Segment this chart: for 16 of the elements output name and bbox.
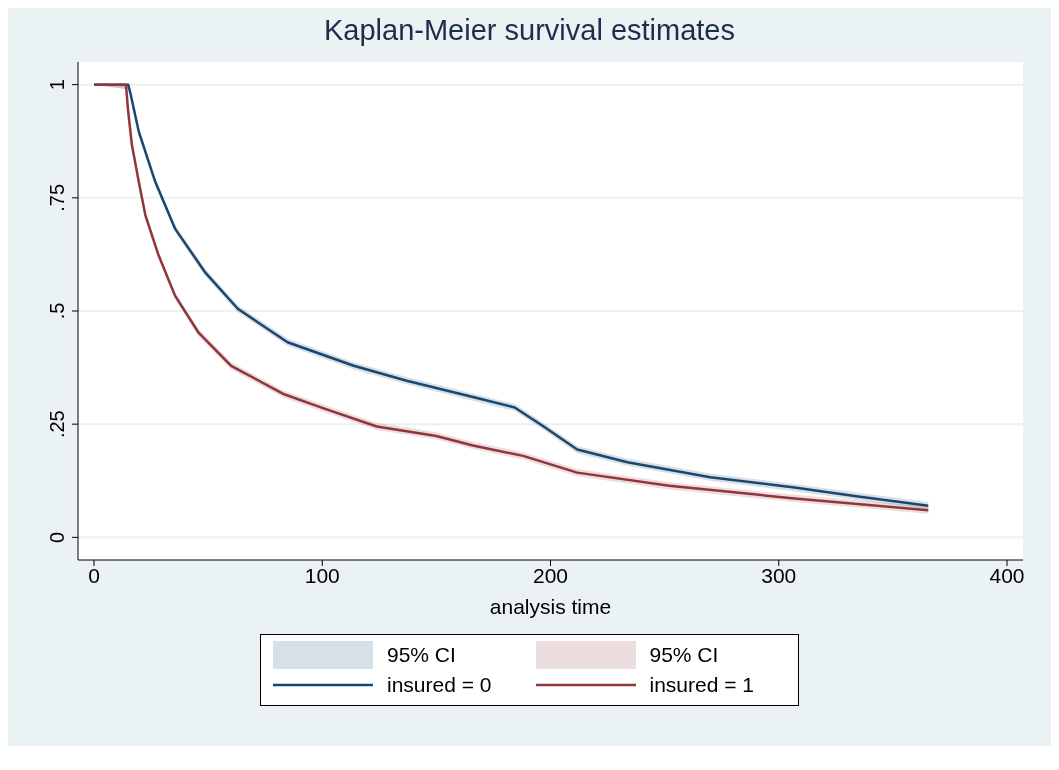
x-axis-title: analysis time (489, 595, 612, 618)
y-tick-label: 1 (46, 79, 68, 91)
legend-label: insured = 1 (649, 673, 754, 697)
x-tick-label: 400 (989, 563, 1025, 587)
x-tick-label: 200 (532, 563, 569, 587)
y-tick-label: .75 (46, 183, 68, 212)
chart-title: Kaplan-Meier survival estimates (323, 13, 736, 48)
y-tick-label: .25 (46, 410, 68, 439)
x-tick-label: 300 (761, 563, 797, 587)
y-tick-label: 0 (46, 531, 68, 543)
text: 95% CI (387, 643, 457, 667)
text: 95% CI (649, 643, 720, 667)
legend-label: insured = 0 (387, 673, 492, 697)
x-tick-label: 100 (304, 563, 340, 587)
y-tick-label: .5 (46, 302, 68, 320)
x-tick-label: 0 (88, 563, 100, 587)
